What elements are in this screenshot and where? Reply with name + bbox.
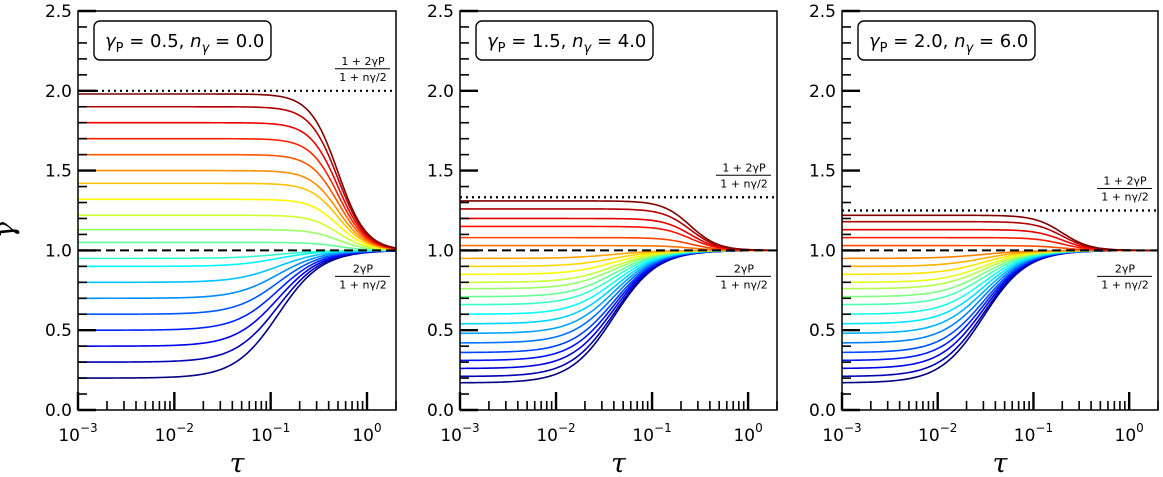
x-tick-label: 10−1 (632, 421, 671, 446)
series-curve-16 (78, 153, 397, 250)
x-tick-label: 100 (733, 421, 762, 446)
x-axis-label: τ (230, 448, 246, 477)
series-curve-9 (78, 249, 396, 260)
x-tick-label: 100 (1115, 421, 1144, 446)
lower-asymptote-annotation: 2γP 1 + nγ/2 (716, 262, 771, 291)
lower-asymptote-annotation-denominator: 1 + nγ/2 (339, 278, 386, 291)
legend: γP = 2.0, nγ = 6.0 (857, 20, 1036, 61)
y-axis-label: γ (0, 221, 21, 238)
y-tick-label: 0.0 (45, 401, 72, 421)
y-tick-label: 1.0 (45, 241, 72, 261)
x-tick-label: 10−1 (1014, 421, 1053, 446)
x-tick-label: 10−2 (536, 421, 575, 446)
y-tick-label: 1.0 (427, 241, 454, 261)
legend-box (93, 20, 272, 61)
axes-frame (459, 10, 778, 411)
y-tick-label: 2.5 (427, 2, 454, 22)
lower-asymptote-annotation-numerator: 2γP (353, 262, 374, 275)
axes-frame (841, 10, 1159, 411)
x-axis-label: τ (611, 448, 627, 477)
x-tick-label: 10−2 (155, 421, 194, 446)
series-curve-21 (842, 214, 1158, 252)
upper-asymptote-annotation-numerator: 1 + 2γP (341, 55, 385, 68)
lower-asymptote-annotation-numerator: 2γP (1115, 262, 1136, 275)
series-curve-14 (78, 182, 397, 251)
upper-asymptote-annotation: 1 + 2γP 1 + nγ/2 (1097, 175, 1152, 204)
legend-text: γP = 0.5, nγ = 0.0 (105, 31, 264, 56)
series-curve-19 (78, 105, 397, 249)
lower-asymptote-annotation: 2γP 1 + nγ/2 (335, 262, 390, 291)
legend: γP = 0.5, nγ = 0.0 (93, 20, 272, 61)
series-curve-13 (78, 198, 397, 251)
legend-text: γP = 2.0, nγ = 6.0 (869, 31, 1028, 56)
y-tick-label: 1.5 (809, 162, 836, 182)
y-tick-label: 0.5 (45, 321, 72, 341)
upper-asymptote-annotation-denominator: 1 + nγ/2 (339, 71, 386, 84)
series-curve-12 (78, 214, 397, 251)
panel-2: 0.0 0.5 1.0 1.5 2.0 2.5 10−3 10−2 10−1 100 τ γP = 1… (427, 2, 778, 477)
y-tick-label: 2.0 (45, 82, 72, 102)
y-tick-label: 0.0 (809, 401, 836, 421)
panel-1: 0.0 0.5 1.0 1.5 2.0 2.5 10−3 10−2 10−1 100 τ γ γP = … (0, 2, 397, 477)
upper-asymptote-annotation-numerator: 1 + 2γP (1103, 175, 1147, 188)
x-tick-label: 10−1 (251, 421, 290, 446)
lower-asymptote-annotation-denominator: 1 + nγ/2 (1101, 278, 1148, 291)
y-tick-label: 1.5 (45, 162, 72, 182)
legend-text: γP = 1.5, nγ = 4.0 (487, 31, 646, 56)
y-tick-label: 0.5 (809, 321, 836, 341)
x-tick-label: 10−3 (440, 421, 479, 446)
y-tick-label: 1.0 (809, 241, 836, 261)
series-curve-19 (842, 228, 1159, 252)
legend-box (475, 20, 654, 61)
lower-asymptote-annotation: 2γP 1 + nγ/2 (1097, 262, 1152, 291)
y-tick-label: 2.5 (809, 2, 836, 22)
x-tick-label: 10−2 (918, 421, 957, 446)
y-tick-label: 0.0 (427, 401, 454, 421)
x-tick-label: 100 (352, 421, 381, 446)
legend-box (857, 20, 1036, 61)
series-curve-17 (78, 137, 397, 250)
lower-asymptote-annotation-denominator: 1 + nγ/2 (720, 278, 767, 291)
series-curve-21 (460, 208, 778, 252)
y-tick-label: 1.5 (427, 162, 454, 182)
upper-asymptote-annotation-denominator: 1 + nγ/2 (720, 177, 767, 190)
series-curve-16 (842, 249, 1158, 260)
axes-frame (77, 10, 397, 411)
series-curve-18 (78, 121, 397, 250)
y-tick-label: 2.0 (427, 82, 454, 102)
series-curve-10 (78, 241, 397, 252)
y-tick-label: 2.5 (45, 2, 72, 22)
lower-asymptote-annotation-numerator: 2γP (734, 262, 755, 275)
x-tick-label: 10−3 (58, 421, 97, 446)
y-tick-label: 0.5 (427, 321, 454, 341)
x-tick-label: 10−3 (822, 421, 861, 446)
series-curve-22 (460, 200, 778, 252)
upper-asymptote-annotation-numerator: 1 + 2γP (722, 161, 766, 174)
series-curve-18 (460, 236, 777, 252)
legend: γP = 1.5, nγ = 4.0 (475, 20, 654, 61)
series-curve-11 (78, 228, 397, 251)
upper-asymptote-annotation: 1 + 2γP 1 + nγ/2 (335, 55, 390, 84)
series-curve-15 (78, 169, 397, 250)
upper-asymptote-annotation-denominator: 1 + nγ/2 (1101, 191, 1148, 204)
panel-3: 0.0 0.5 1.0 1.5 2.0 2.5 10−3 10−2 10−1 100 τ γP = 2… (809, 2, 1159, 477)
upper-asymptote-annotation: 1 + 2γP 1 + nγ/2 (716, 161, 771, 190)
series-curve-20 (78, 93, 397, 249)
series-curve-18 (842, 236, 1159, 252)
y-tick-label: 2.0 (809, 82, 836, 102)
x-axis-label: τ (993, 448, 1009, 477)
